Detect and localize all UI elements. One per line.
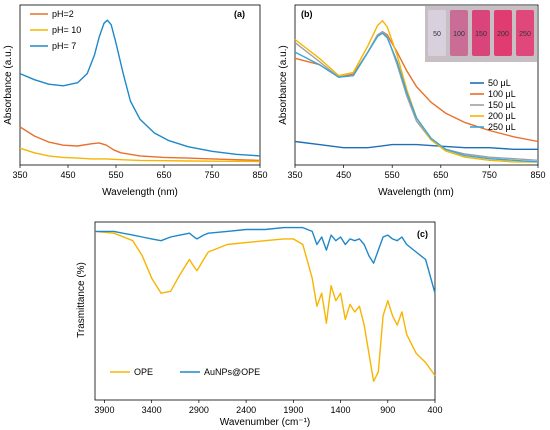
vial-label-4: 200	[497, 31, 509, 38]
panel-a-uv-vis-ph: (a) 350 450 550 650 750 850 Wavelength (nm) A…	[3, 4, 268, 198]
panel-a-legend-label-2: pH= 10	[52, 25, 81, 35]
panel-c-x-tick-label: 1400	[331, 405, 351, 415]
panel-c-x-tick-label: 400	[427, 405, 442, 415]
panel-b-legend-label-2: 100 μL	[488, 89, 516, 99]
panel-b-series-group	[294, 20, 539, 163]
panel-b-y-axis-label: Absorbance (a.u.)	[278, 45, 289, 125]
panel-c-label: (c)	[417, 229, 428, 239]
vial-5	[516, 10, 534, 56]
panel-a-y-axis-label: Absorbance (a.u.)	[3, 45, 14, 125]
panel-c-x-tick-label: 3400	[142, 405, 162, 415]
panel-a-series-line-3	[19, 19, 261, 157]
panel-c-series-line-2	[95, 226, 436, 294]
panel-b-legend-label-1: 50 μL	[488, 78, 511, 88]
panel-c-y-axis-label: Trasmittance (%)	[76, 262, 87, 338]
panel-b-x-ticks: 350 450 550 650 750 850	[287, 165, 546, 180]
panel-c-series-line-1	[94, 230, 436, 382]
panel-b-series-line-5	[294, 32, 539, 163]
panel-c-x-tick-label: 900	[380, 405, 395, 415]
panel-b-x-tick-label: 750	[482, 170, 497, 180]
panel-b-x-axis-label: Wavelength (nm)	[378, 187, 454, 198]
panel-c-x-tick-label: 2400	[236, 405, 256, 415]
panel-a-legend: pH=2 pH= 10 pH= 7	[30, 9, 81, 51]
panel-b-x-tick-label: 450	[336, 170, 351, 180]
panel-a-x-tick-label: 850	[252, 170, 267, 180]
panel-b-series-line-2	[294, 31, 539, 143]
panel-c-ftir: (c) 3900 3400 2900 2400 1900 1400 900 400 Waven…	[76, 221, 443, 428]
panel-a-x-tick-label: 550	[108, 170, 123, 180]
panel-c-legend: OPE AuNPs@OPE	[110, 367, 260, 377]
panel-b-x-tick-label: 850	[530, 170, 545, 180]
vials-photo-inset: 50 100 150 200 250	[425, 6, 537, 62]
vial-3	[472, 10, 490, 56]
panel-a-frame	[19, 4, 261, 166]
vial-label-3: 150	[475, 31, 487, 38]
panel-c-x-axis-label: Wavenumber (cm⁻¹)	[220, 417, 310, 428]
panel-b-label: (b)	[301, 9, 313, 19]
panel-a-legend-label-1: pH=2	[52, 9, 74, 19]
panel-c-x-tick-label: 2900	[189, 405, 209, 415]
panel-b-series-line-4	[294, 20, 538, 163]
panel-b-x-tick-label: 650	[433, 170, 448, 180]
vial-4	[494, 10, 512, 56]
panel-a-x-ticks: 350 450 550 650 750 850	[12, 165, 268, 180]
panel-c-legend-label-1: OPE	[134, 367, 153, 377]
panel-a-x-tick-label: 650	[156, 170, 171, 180]
panel-c-x-tick-label: 3900	[94, 405, 114, 415]
panel-b-x-tick-label: 550	[385, 170, 400, 180]
panel-b-frame	[294, 4, 539, 166]
panel-a-x-tick-label: 450	[60, 170, 75, 180]
panel-a-series-group	[19, 19, 261, 163]
panel-b-uv-vis-volume: (b) 350 450 550 650 750 850 Wavelength (nm) A…	[278, 4, 546, 198]
panel-a-x-tick-label: 350	[12, 170, 27, 180]
vial-2	[450, 10, 468, 56]
vial-label-2: 100	[453, 31, 465, 38]
panel-c-x-tick-label: 1900	[283, 405, 303, 415]
vial-label-1: 50	[433, 31, 441, 38]
panel-a-series-line-2	[19, 147, 261, 163]
panel-b-legend-label-4: 200 μL	[488, 111, 516, 121]
panel-c-frame	[94, 221, 436, 401]
vial-label-5: 250	[519, 31, 531, 38]
panel-a-series-line-1	[19, 126, 261, 162]
panel-b-series-line-1	[294, 140, 538, 151]
panel-c-legend-label-2: AuNPs@OPE	[204, 367, 260, 377]
panel-b-legend-label-3: 150 μL	[488, 100, 516, 110]
panel-a-label: (a)	[234, 9, 245, 19]
panel-c-series-group	[94, 226, 436, 382]
panel-b-x-tick-label: 350	[287, 170, 302, 180]
panel-b-legend-label-5: 250 μL	[488, 122, 516, 132]
panel-a-legend-label-3: pH= 7	[52, 41, 76, 51]
panel-c-x-ticks: 3900 3400 2900 2400 1900 1400 900 400	[94, 400, 443, 415]
vial-1	[428, 10, 446, 56]
panel-a-x-axis-label: Wavelength (nm)	[102, 187, 178, 198]
panel-a-x-tick-label: 750	[204, 170, 219, 180]
